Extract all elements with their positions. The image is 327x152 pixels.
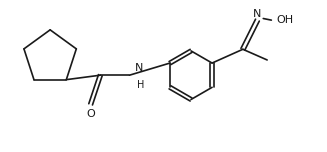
Text: O: O bbox=[86, 109, 95, 119]
Text: N: N bbox=[135, 63, 144, 73]
Text: OH: OH bbox=[277, 15, 294, 25]
Text: N: N bbox=[253, 9, 262, 19]
Text: H: H bbox=[137, 80, 145, 90]
